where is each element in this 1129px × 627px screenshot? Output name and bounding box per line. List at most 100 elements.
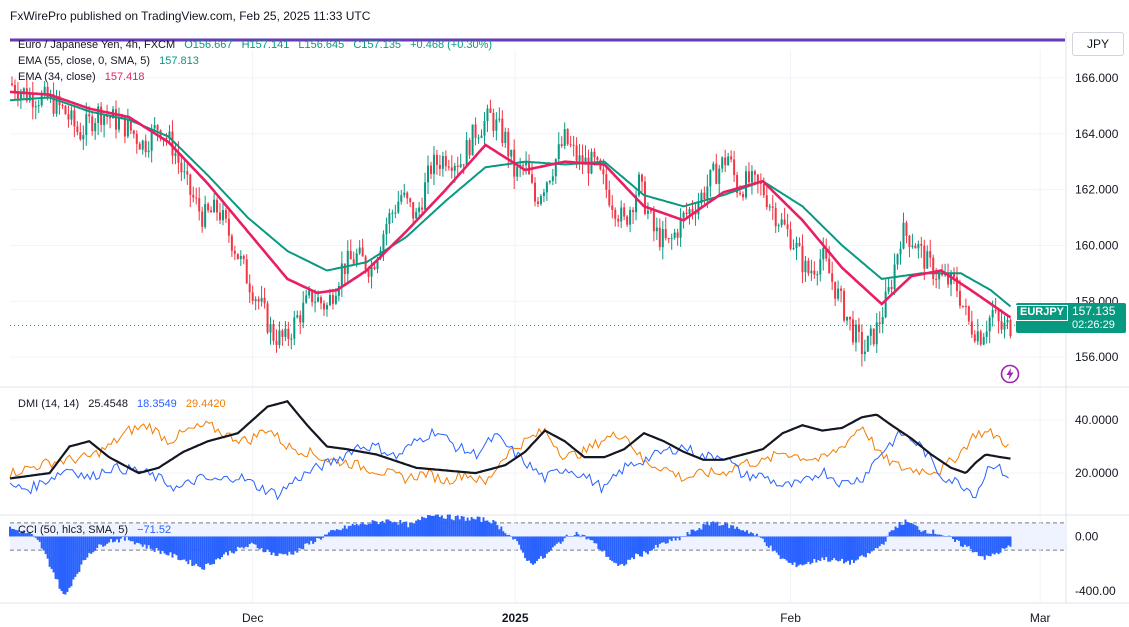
candle-body xyxy=(331,294,334,304)
cci-bar xyxy=(765,536,768,547)
cci-bar xyxy=(296,536,299,553)
candle-body xyxy=(575,145,578,161)
candle-body xyxy=(314,301,317,303)
candle-body xyxy=(774,207,777,227)
cci-bar xyxy=(839,536,842,561)
cci-bar xyxy=(262,536,265,553)
cci-bar xyxy=(36,536,39,540)
cci-bar xyxy=(300,536,303,549)
candle-body xyxy=(620,207,623,222)
candle-body xyxy=(16,93,19,100)
ohlc-high: H157.141 xyxy=(241,39,290,51)
candle-body xyxy=(153,125,156,129)
cci-bar xyxy=(862,536,865,557)
cci-bar xyxy=(920,531,923,537)
currency-button[interactable]: JPY xyxy=(1072,32,1124,56)
cci-bar xyxy=(799,536,802,565)
candle-body xyxy=(863,351,866,355)
candle-body xyxy=(31,93,34,108)
cci-bar xyxy=(805,536,808,564)
cci-bar xyxy=(304,536,307,544)
time-axis: Dec 2025 Feb Mar xyxy=(242,611,1051,625)
cci-bar xyxy=(670,536,673,541)
last-price: 157.135 xyxy=(1072,304,1116,318)
dmi-lines xyxy=(9,400,1011,501)
cci-bar xyxy=(478,516,481,537)
cci-bar xyxy=(668,536,671,540)
candle-body xyxy=(813,270,816,275)
cci-bar xyxy=(910,523,913,537)
cci-bar xyxy=(220,536,223,558)
cci-bar xyxy=(961,536,964,548)
cci-bar xyxy=(601,536,604,552)
candle-body xyxy=(632,210,635,213)
candle-body xyxy=(994,310,997,312)
cci-bar xyxy=(918,529,921,537)
candle-body xyxy=(67,114,70,120)
flash-icon[interactable] xyxy=(1000,364,1020,384)
candle-body xyxy=(263,297,266,304)
cci-bar xyxy=(744,531,746,537)
cci-bar xyxy=(898,521,901,537)
candle-body xyxy=(504,131,507,144)
cci-bar xyxy=(577,534,580,537)
cci-bar xyxy=(854,536,857,561)
cci-bar xyxy=(656,536,659,548)
cci-bar xyxy=(900,524,903,537)
cci-bar xyxy=(1003,536,1006,549)
cci-bar xyxy=(339,530,342,537)
cci-bar xyxy=(322,536,325,538)
cci-bar xyxy=(112,536,115,543)
cci-bar xyxy=(52,536,55,573)
cci-bar xyxy=(343,525,346,537)
candle-body xyxy=(938,273,941,280)
cci-bar xyxy=(916,526,919,537)
cci-bar xyxy=(242,536,245,549)
cci-bar xyxy=(230,536,233,553)
cci-bar xyxy=(530,536,533,564)
candle-body xyxy=(210,210,213,213)
cci-bar xyxy=(123,536,126,541)
cci-bar xyxy=(789,536,792,563)
candle-body xyxy=(881,317,884,324)
cci-bar xyxy=(922,530,925,537)
candle-body xyxy=(219,212,221,221)
ema55-value: 157.813 xyxy=(159,55,199,67)
candle-body xyxy=(10,83,13,85)
cci-tick-label: 0.00 xyxy=(1075,529,1099,543)
cci-bar xyxy=(320,536,323,540)
cci-bar xyxy=(24,533,27,537)
candle-body xyxy=(1003,322,1006,330)
candle-body xyxy=(403,192,406,196)
cci-bar xyxy=(728,528,731,537)
candle-body xyxy=(281,330,284,337)
cci-bar xyxy=(401,523,404,537)
candle-body xyxy=(878,322,881,324)
candle-body xyxy=(441,156,444,169)
candle-body xyxy=(385,224,388,235)
cci-bar xyxy=(698,528,701,537)
cci-bar xyxy=(248,536,251,545)
candle-body xyxy=(317,297,320,302)
cci-bar xyxy=(797,536,800,566)
candle-body xyxy=(789,229,792,249)
cci-bar xyxy=(331,529,334,537)
cci-bar xyxy=(555,536,558,544)
candle-body xyxy=(673,232,676,238)
cci-bar xyxy=(948,535,951,537)
cci-bar xyxy=(563,536,566,539)
cci-bar xyxy=(104,536,107,546)
candle-body xyxy=(150,128,153,151)
candle-body xyxy=(144,140,147,153)
cci-bar xyxy=(377,524,380,537)
cci-bar xyxy=(100,536,103,545)
cci-bar xyxy=(841,536,844,559)
cci-bar xyxy=(811,536,814,563)
cci-bar xyxy=(28,532,31,537)
cci-bar xyxy=(591,536,594,541)
candle-body xyxy=(19,92,22,100)
candle-body xyxy=(61,105,64,107)
candle-body xyxy=(866,335,869,352)
cci-bar xyxy=(379,521,382,537)
